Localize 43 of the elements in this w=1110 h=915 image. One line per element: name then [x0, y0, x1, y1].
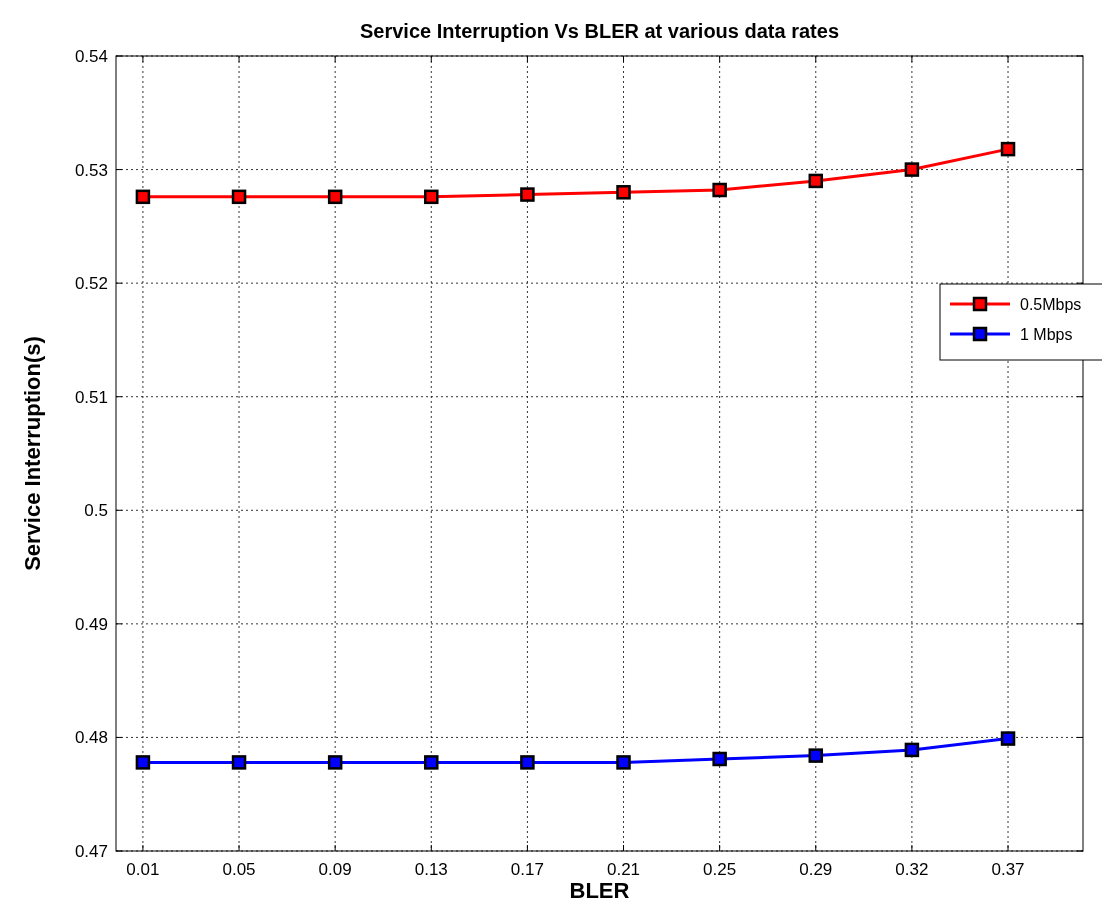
y-tick-label: 0.47 [74, 841, 108, 861]
y-tick-label: 0.51 [74, 387, 108, 407]
point [231, 189, 247, 205]
point [520, 755, 535, 770]
point [327, 189, 343, 205]
y-tick-label: 0.49 [74, 614, 108, 634]
point [616, 185, 631, 200]
point [712, 182, 727, 198]
y-axis-title: Service Interruption(s) [20, 336, 45, 571]
x-tick-label: 0.25 [703, 860, 737, 879]
legend-label: 1 Mbps [1020, 325, 1073, 343]
x-tick-label: 0.17 [510, 860, 544, 879]
chart-title: Service Interruption Vs BLER at various data rates [359, 20, 840, 42]
point [904, 162, 920, 177]
legend-label: 0.5Mbps [1020, 295, 1082, 313]
x-tick-label: 0.21 [606, 860, 641, 879]
point [808, 173, 824, 189]
x-tick-label: 0.32 [895, 860, 929, 879]
point [712, 751, 727, 767]
x-axis-title: BLER [569, 878, 630, 903]
point [424, 189, 439, 205]
point [808, 748, 824, 763]
point [135, 755, 151, 770]
point [135, 189, 151, 205]
x-tick-label: 0.37 [991, 860, 1025, 879]
point [327, 755, 343, 770]
point [231, 755, 247, 770]
point [616, 755, 631, 770]
y-tick-label: 0.5 [84, 501, 108, 521]
point [1000, 141, 1016, 157]
x-tick-label: 0.29 [799, 860, 833, 879]
y-tick-label: 0.53 [74, 160, 108, 180]
y-tick-label: 0.48 [74, 728, 108, 748]
point [424, 755, 439, 770]
y-tick-label: 0.52 [74, 274, 108, 294]
x-tick-label: 0.01 [126, 860, 160, 879]
y-tick-label: 0.54 [74, 46, 108, 66]
point [1000, 731, 1016, 746]
point [520, 187, 535, 202]
point [904, 742, 920, 758]
x-tick-label: 0.05 [222, 860, 256, 879]
x-tick-label: 0.09 [318, 860, 352, 879]
x-tick-label: 0.13 [414, 860, 448, 879]
